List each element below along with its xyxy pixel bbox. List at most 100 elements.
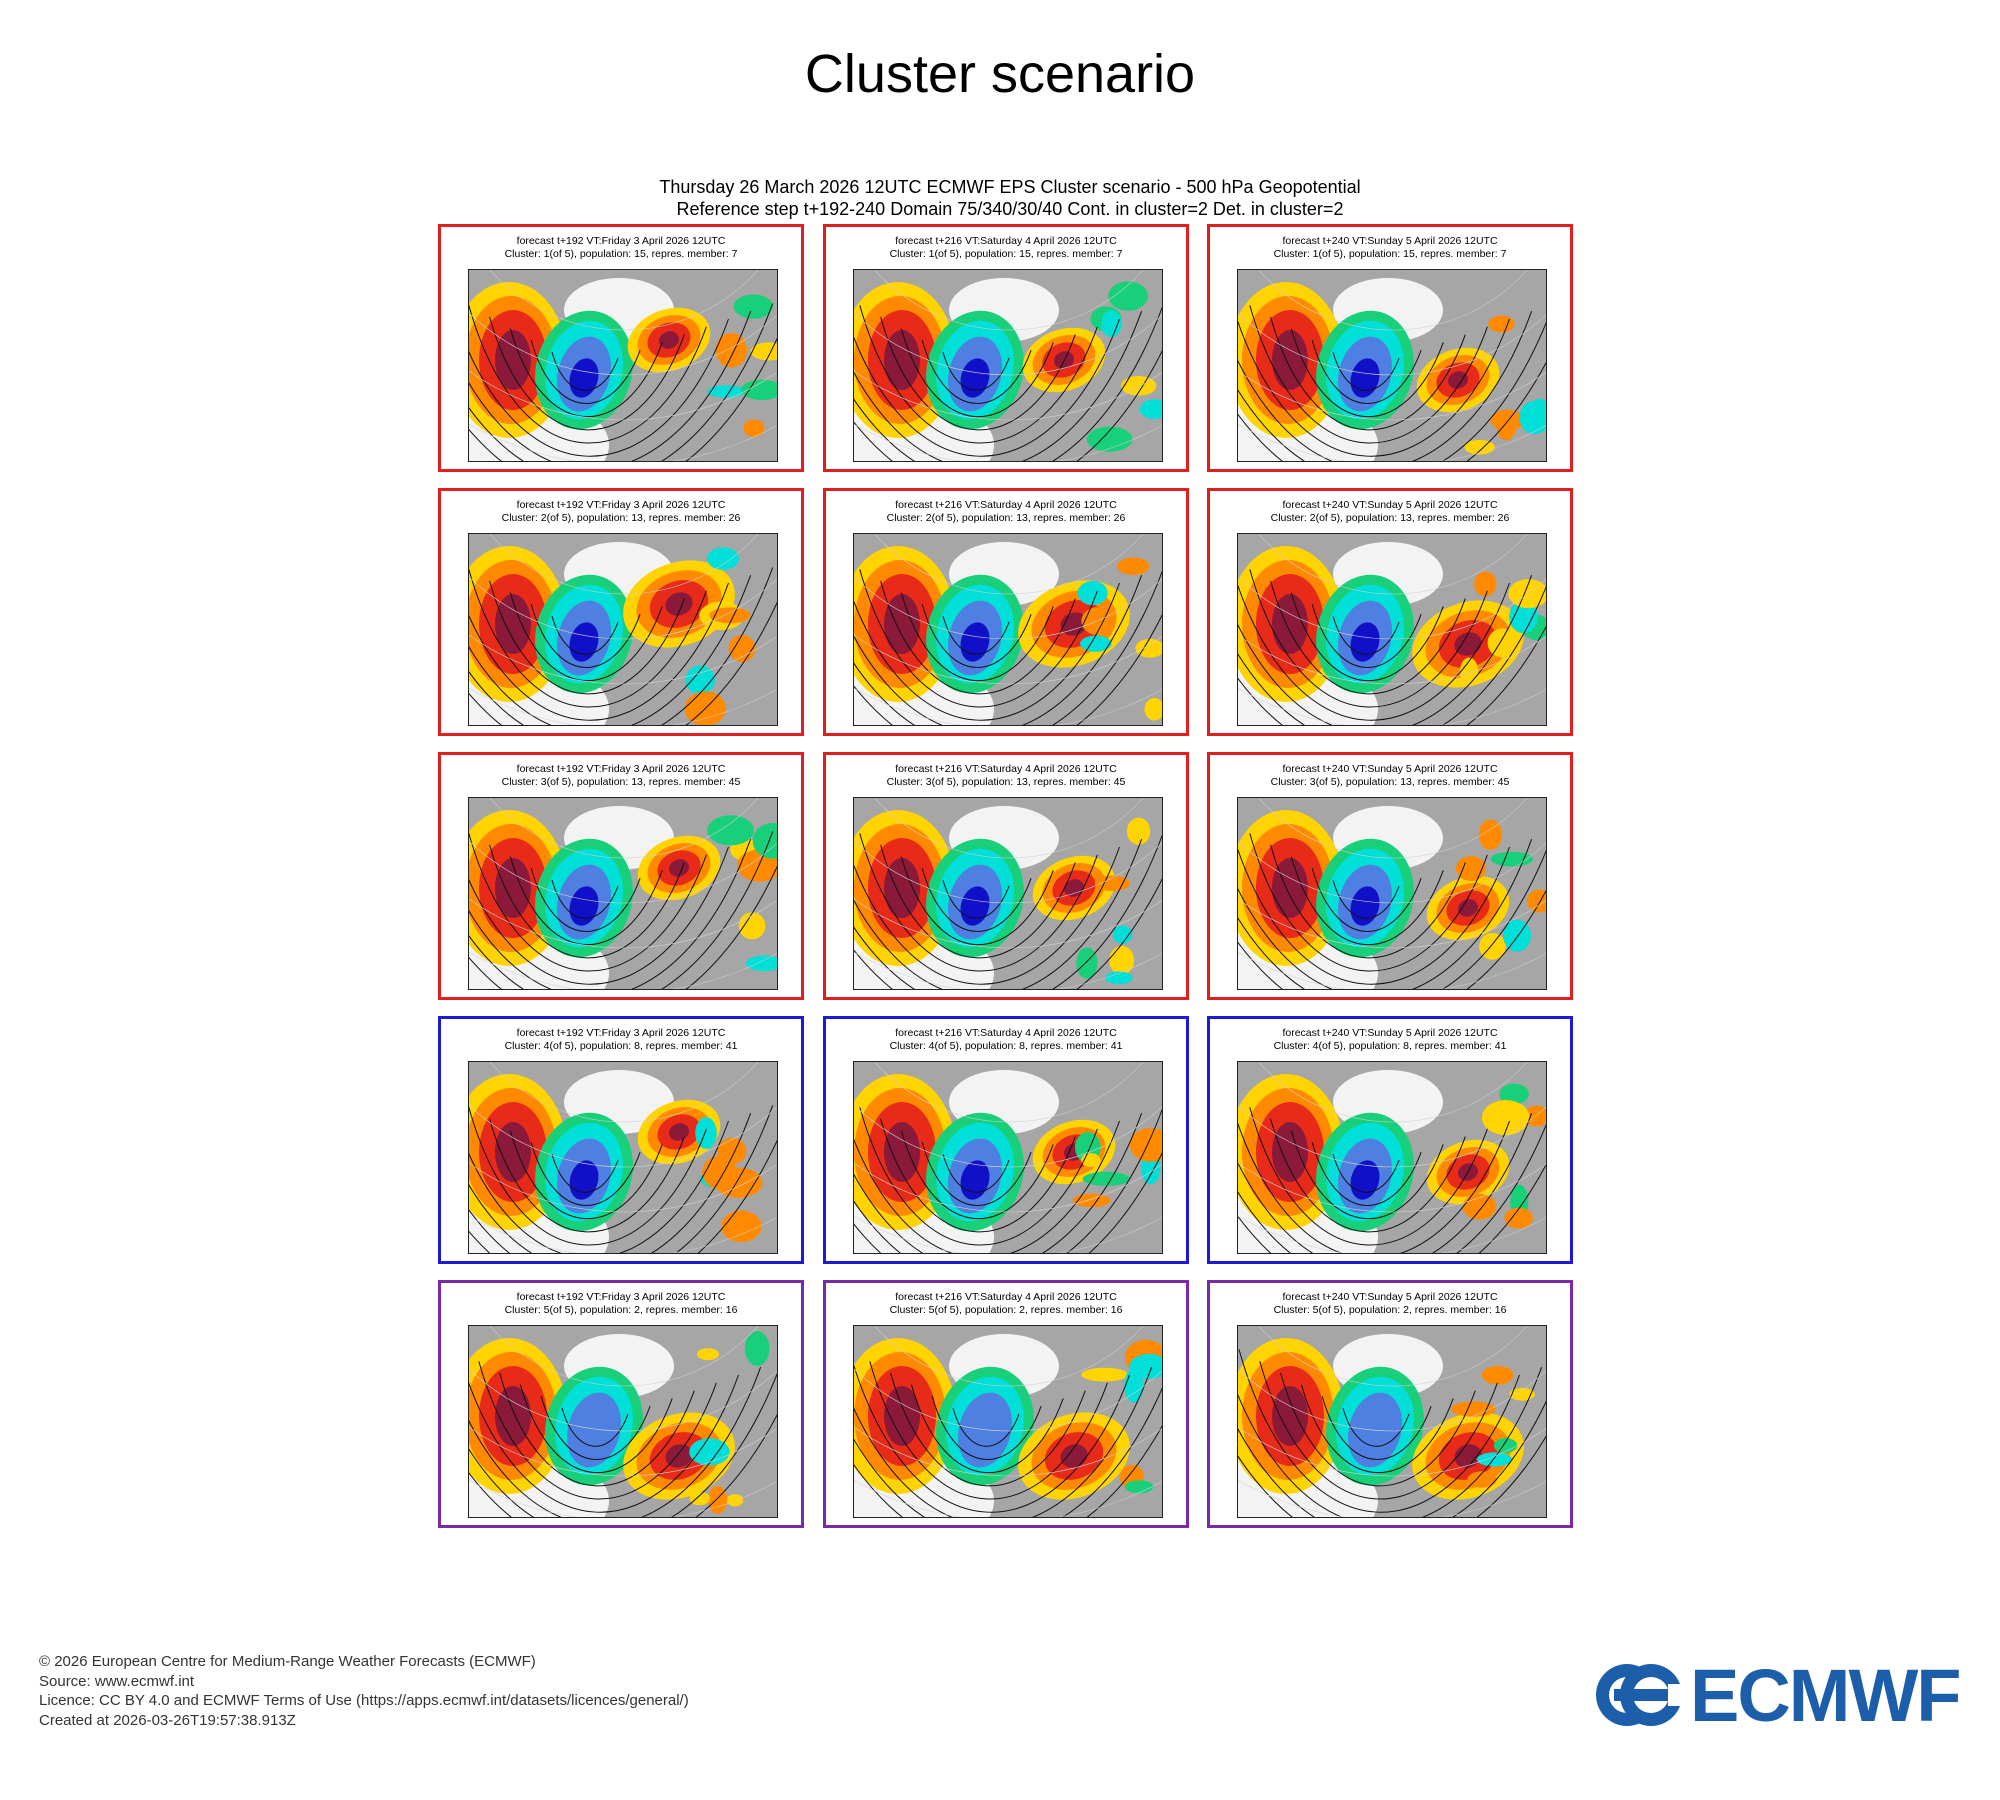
geopotential-contour (540, 1396, 651, 1460)
geopotential-contour (854, 1152, 1162, 1253)
panel-cluster-label: Cluster: 2(of 5), population: 13, repres… (501, 512, 741, 524)
anomaly-map (468, 1325, 778, 1518)
panel-forecast-label: forecast t+240 VT:Sunday 5 April 2026 12… (1282, 763, 1498, 775)
panel-cluster-label: Cluster: 2(of 5), population: 13, repres… (1270, 512, 1510, 524)
minor-anomaly (726, 1494, 744, 1507)
ecmwf-logo-icon (1596, 1664, 1684, 1726)
map-canvas (1238, 798, 1546, 989)
minor-anomaly (1076, 947, 1098, 979)
geopotential-contour (854, 350, 1162, 461)
cluster-panel: forecast t+192 VT:Friday 3 April 2026 12… (438, 1016, 804, 1264)
cluster-panel: forecast t+192 VT:Friday 3 April 2026 12… (438, 224, 804, 472)
panel-heading: forecast t+240 VT:Sunday 5 April 2026 12… (1210, 499, 1570, 525)
geopotential-contour (469, 305, 707, 444)
geopotential-contour (469, 833, 707, 972)
geopotential-contour (489, 316, 685, 431)
minor-anomaly (1478, 819, 1502, 850)
anomaly-map (853, 797, 1163, 990)
panel-heading: forecast t+192 VT:Friday 3 April 2026 12… (441, 1291, 801, 1317)
geopotential-contour (469, 303, 774, 461)
geopotential-contour (854, 834, 1162, 989)
minor-anomaly (1135, 638, 1162, 658)
anomaly-map (468, 797, 778, 990)
anomaly-map (1237, 269, 1547, 462)
minor-anomaly (1124, 1480, 1154, 1494)
minor-anomaly (706, 385, 746, 398)
latitude-circle (854, 634, 1162, 685)
geopotential-contour (530, 604, 641, 668)
minor-anomaly (1499, 1083, 1529, 1105)
geopotential-contour (551, 351, 619, 391)
cluster-panel: forecast t+216 VT:Saturday 4 April 2026 … (823, 1016, 1189, 1264)
geopotential-contour (1311, 1142, 1422, 1206)
map-canvas (469, 270, 777, 461)
positive-anomaly (658, 331, 680, 349)
minor-anomaly (702, 1155, 737, 1189)
geopotential-contour (854, 846, 1120, 985)
panel-cluster-label: Cluster: 1(of 5), population: 15, repres… (889, 248, 1123, 260)
geopotential-contour (1270, 316, 1466, 431)
ecmwf-logo-text: ECMWF (1690, 1654, 1961, 1737)
geopotential-contour (551, 615, 619, 655)
minor-anomaly (709, 607, 751, 624)
negative-anomaly (960, 622, 990, 662)
minor-anomaly (707, 547, 739, 570)
minor-anomaly (708, 1485, 728, 1514)
map-canvas (469, 1326, 777, 1517)
geopotential-contour (469, 569, 707, 708)
minor-anomaly (1112, 925, 1133, 944)
cluster-panel: forecast t+240 VT:Sunday 5 April 2026 12… (1207, 488, 1573, 736)
negative-anomaly (960, 358, 990, 398)
minor-anomaly (1126, 817, 1151, 845)
latitude-circle (469, 312, 777, 376)
geopotential-contour (469, 1120, 729, 1253)
geopotential-contour (854, 311, 1143, 461)
minor-anomaly (752, 822, 777, 859)
geopotential-contour (854, 575, 1143, 725)
latitude-circle (1238, 576, 1546, 640)
negative-anomaly (1350, 886, 1380, 926)
map-canvas (1238, 270, 1546, 461)
panel-forecast-label: forecast t+192 VT:Friday 3 April 2026 12… (516, 1027, 726, 1039)
panel-cluster-label: Cluster: 4(of 5), population: 8, repres.… (889, 1040, 1123, 1052)
geopotential-contour (900, 592, 1054, 682)
geopotential-contour (854, 1120, 1120, 1253)
minor-anomaly (720, 1210, 762, 1243)
latitude-circle (469, 576, 777, 640)
geopotential-contour (1311, 604, 1422, 668)
geopotential-contour (469, 1139, 777, 1253)
latitude-circle (489, 270, 759, 331)
minor-anomaly (689, 1438, 730, 1466)
latitude-circle (874, 798, 1144, 859)
geopotential-contour (469, 1107, 707, 1246)
minor-anomaly (1476, 1452, 1513, 1467)
minor-anomaly (1080, 635, 1112, 652)
latitude-circle (1238, 370, 1546, 421)
positive-anomaly (668, 1123, 690, 1141)
map-canvas (469, 1062, 777, 1253)
positive-anomaly (495, 1122, 531, 1182)
positive-anomaly (1063, 879, 1085, 897)
map-canvas (1238, 534, 1546, 725)
geopotential-contour (1238, 321, 1546, 461)
geopotential-contour (469, 567, 774, 725)
positive-anomaly (665, 592, 693, 616)
page-title: Cluster scenario (804, 44, 1196, 104)
anomaly-map (468, 269, 778, 462)
latitude-circle (874, 534, 1144, 595)
latitude-circle (1238, 312, 1546, 376)
geopotential-contour (854, 318, 1120, 457)
geopotential-contour (1238, 625, 1546, 725)
panel-cluster-label: Cluster: 4(of 5), population: 8, repres.… (504, 1040, 738, 1052)
geopotential-contour (561, 1407, 629, 1447)
panel-cluster-label: Cluster: 1(of 5), population: 15, repres… (1273, 248, 1507, 260)
panel-heading: forecast t+240 VT:Sunday 5 April 2026 12… (1210, 1027, 1570, 1053)
geopotential-contour (509, 1130, 663, 1220)
panel-cluster-label: Cluster: 5(of 5), population: 2, repres.… (889, 1304, 1123, 1316)
minor-anomaly (1504, 1207, 1533, 1229)
geopotential-contour (854, 1113, 1143, 1253)
anomaly-map (1237, 1325, 1547, 1518)
latitude-circle (854, 840, 1162, 904)
latitude-circle (1258, 798, 1528, 859)
geopotential-contour (921, 340, 1032, 404)
